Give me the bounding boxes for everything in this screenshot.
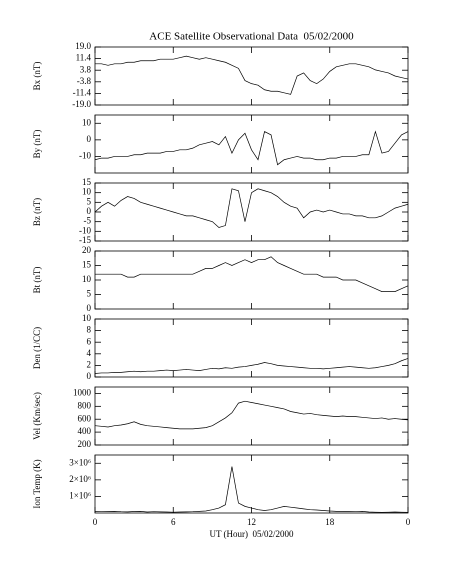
y-tick-label: 8: [87, 325, 92, 335]
y-tick-label: 10: [82, 117, 92, 127]
y-axis-label: Vel (Km/sec): [32, 392, 42, 440]
chart-title: ACE Satellite Observational Data 05/02/2…: [149, 31, 354, 43]
y-tick-label: 1000: [73, 388, 92, 398]
plot-frame: [94, 386, 409, 446]
y-tick-label: 1×10⁶: [69, 490, 91, 500]
trace: [94, 466, 409, 513]
plot-frame: [94, 250, 409, 310]
y-tick-label: 0: [87, 134, 92, 144]
y-tick-label: 5: [87, 289, 92, 299]
y-axis-label: Bx (nT): [32, 62, 42, 91]
y-tick-label: 800: [78, 400, 92, 410]
y-tick-label: 19.0: [75, 41, 91, 51]
plot-frame: [94, 46, 409, 106]
y-axis-label: Bz (nT): [32, 198, 42, 226]
x-axis-label: UT (Hour) 05/02/2000: [209, 529, 294, 539]
trace: [94, 130, 409, 166]
y-tick-label: 0: [87, 303, 92, 313]
y-axis-label: Bt (nT): [32, 267, 42, 294]
plot-frame: [94, 454, 409, 514]
y-tick-label: 20: [82, 245, 92, 255]
plot-frame: [94, 114, 409, 174]
trace: [94, 358, 409, 374]
y-axis-label: By (nT): [32, 130, 42, 159]
y-tick-label: 6: [87, 336, 92, 346]
trace: [94, 400, 409, 430]
y-tick-label: -11.4: [73, 87, 92, 97]
x-tick-label: 0: [93, 517, 98, 527]
y-tick-label: 15: [82, 260, 92, 270]
y-tick-label: 3.8: [80, 64, 92, 74]
y-tick-label: 0: [87, 206, 92, 216]
x-tick-label: 12: [247, 517, 256, 527]
y-tick-label: 0: [87, 371, 92, 381]
y-tick-label: 15: [82, 177, 92, 187]
y-tick-label: 3×10⁶: [69, 457, 91, 467]
x-tick-label: 6: [171, 517, 176, 527]
plot-frame: [94, 182, 409, 242]
y-tick-label: 2: [87, 359, 92, 369]
y-tick-label: -15: [79, 235, 91, 245]
x-tick-label: 0: [406, 517, 411, 527]
y-tick-label: 2×10⁶: [69, 474, 91, 484]
y-tick-label: 400: [78, 426, 92, 436]
y-tick-label: -19.0: [72, 99, 91, 109]
x-tick-label: 18: [325, 517, 335, 527]
y-tick-label: -10: [79, 225, 91, 235]
plot-frame: [94, 318, 409, 378]
y-tick-label: 10: [82, 187, 92, 197]
y-tick-label: 10: [82, 274, 92, 284]
y-tick-label: 5: [87, 196, 92, 206]
y-tick-label: -5: [84, 216, 92, 226]
y-axis-label: Ion Temp (K): [32, 459, 42, 508]
y-tick-label: 4: [87, 348, 92, 358]
trace: [95, 55, 409, 95]
y-tick-label: -3.8: [77, 76, 92, 86]
y-tick-label: 11.4: [76, 53, 92, 63]
y-tick-label: 10: [82, 313, 92, 323]
trace: [95, 256, 409, 292]
y-tick-label: -10: [79, 150, 91, 160]
y-tick-label: 600: [78, 413, 92, 423]
y-tick-label: 200: [78, 439, 92, 449]
y-axis-label: Den (1/CC): [32, 327, 42, 369]
trace: [94, 188, 409, 228]
